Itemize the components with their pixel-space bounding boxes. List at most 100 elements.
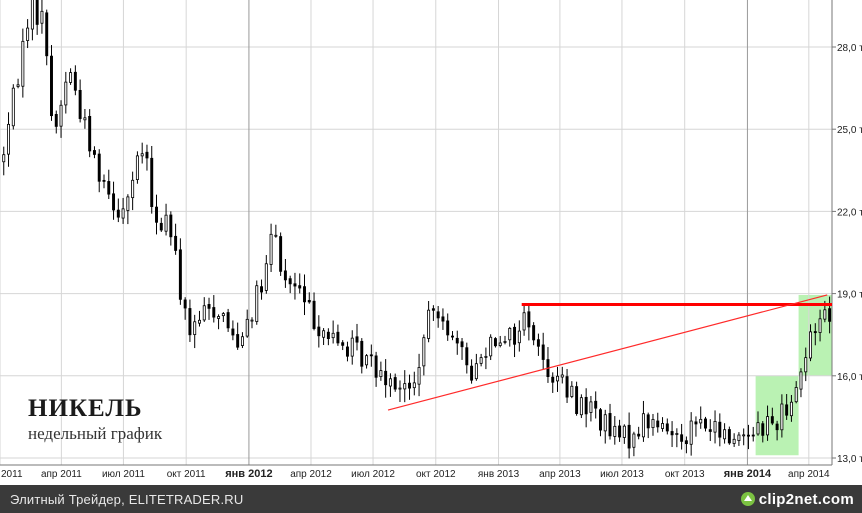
candle-body <box>50 55 53 117</box>
candle-body <box>708 429 712 432</box>
candle <box>384 359 388 398</box>
candle <box>560 366 564 384</box>
candle <box>408 374 411 400</box>
candle <box>551 372 555 393</box>
candle-body <box>169 214 173 238</box>
candle-body <box>83 117 87 121</box>
candle-body <box>393 377 397 390</box>
candle <box>279 232 283 276</box>
candle-body <box>274 234 278 237</box>
candle <box>427 300 431 343</box>
candle-body <box>751 434 755 437</box>
candle-body <box>231 328 235 336</box>
candle-body <box>460 341 464 348</box>
candle-body <box>532 325 536 341</box>
candle <box>613 416 617 445</box>
candle-body <box>565 376 569 398</box>
candle <box>508 326 512 347</box>
candle-body <box>350 337 354 357</box>
candle-body <box>307 300 311 303</box>
candle-body <box>551 376 555 383</box>
x-tick-label: янв 2012 <box>225 468 272 480</box>
candle <box>131 171 135 211</box>
candle-body <box>484 355 488 358</box>
candle <box>236 322 240 350</box>
candle-body <box>603 414 607 432</box>
instrument-title: НИКЕЛЬ <box>28 395 143 422</box>
candle-body <box>641 413 645 438</box>
candle-body <box>799 371 803 390</box>
candle <box>355 323 359 351</box>
candle <box>7 112 10 167</box>
candle-body <box>589 401 593 413</box>
candle-body <box>780 403 784 431</box>
candle <box>828 296 832 334</box>
candle-body <box>474 363 478 380</box>
candle-body <box>317 326 321 337</box>
candle <box>322 328 326 346</box>
candle <box>293 272 297 300</box>
y-tick-label: 28,0 т <box>837 43 862 54</box>
candle-body <box>789 401 793 417</box>
candle-body <box>59 104 63 127</box>
candle-body <box>694 421 698 425</box>
y-tick-label: 22,0 т <box>837 207 862 218</box>
candle <box>174 223 178 255</box>
candle <box>751 426 755 442</box>
x-tick-label: июл 2012 <box>351 469 395 480</box>
candle-body <box>598 409 602 431</box>
candle <box>64 71 68 114</box>
candle <box>345 341 349 362</box>
candle-body <box>360 340 364 367</box>
clip2net-brand[interactable]: clip2net.com <box>740 488 854 510</box>
y-tick-label: 19,0 т <box>837 290 862 301</box>
candle <box>746 424 750 450</box>
y-tick-label: 16,0 т <box>837 372 862 383</box>
candle <box>403 370 407 403</box>
candle <box>388 373 392 397</box>
candle-body <box>107 181 111 195</box>
candle-body <box>761 423 765 436</box>
candle <box>2 146 6 176</box>
candle <box>532 322 536 346</box>
candle <box>164 203 168 236</box>
candle-body <box>670 431 674 436</box>
candle <box>684 436 688 454</box>
candle <box>150 145 154 214</box>
candle-body <box>556 375 559 382</box>
candle-body <box>718 421 722 438</box>
candle <box>269 223 273 272</box>
candle-body <box>627 424 631 449</box>
candle <box>556 366 559 392</box>
x-tick-label: июл 2013 <box>600 469 644 480</box>
candle-body <box>7 123 10 155</box>
candle <box>379 361 383 381</box>
x-tick-label: апр 2011 <box>41 469 82 480</box>
candle <box>135 151 139 184</box>
candle <box>503 335 507 345</box>
candle <box>73 65 77 96</box>
candle <box>804 347 808 382</box>
candle <box>50 45 53 121</box>
x-axis: 2011 апр 2011 июл 2011 окт 2011 янв 2012 апр … <box>1 468 830 480</box>
candle-body <box>637 433 641 437</box>
candle-body <box>646 414 650 429</box>
candle <box>188 299 192 342</box>
candle <box>312 292 316 331</box>
candle <box>126 194 130 225</box>
candle-body <box>737 434 741 442</box>
candle-body <box>188 308 192 336</box>
candle <box>632 431 636 457</box>
candle <box>513 323 517 358</box>
upload-arrow-icon <box>740 492 755 506</box>
candle <box>598 407 602 437</box>
candle <box>732 433 736 447</box>
candle-body <box>240 336 244 346</box>
candle-body <box>412 382 416 389</box>
candle <box>517 320 521 352</box>
x-tick-label: апр 2014 <box>788 469 830 480</box>
candle-body <box>699 418 703 424</box>
candle-body <box>665 423 669 432</box>
candle <box>159 217 163 232</box>
candle-body <box>446 320 450 336</box>
